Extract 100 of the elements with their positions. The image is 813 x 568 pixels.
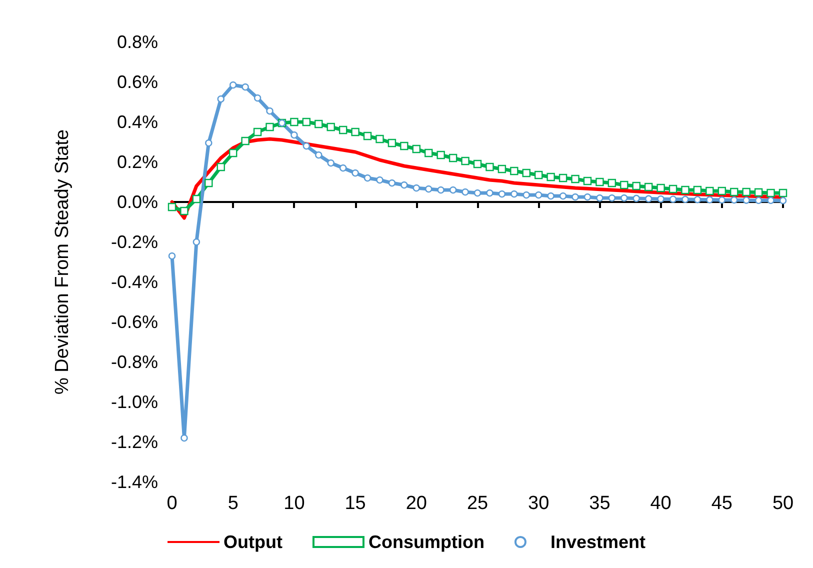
point xyxy=(290,118,298,126)
point xyxy=(376,134,384,144)
y-tick-label: 0.0% xyxy=(116,192,158,212)
x-tick-label: 20 xyxy=(406,493,427,514)
point xyxy=(168,202,176,212)
point xyxy=(180,434,188,442)
point xyxy=(266,122,274,132)
point xyxy=(241,136,250,146)
point xyxy=(767,196,774,204)
x-tick-label: 5 xyxy=(228,493,238,514)
point xyxy=(388,138,396,148)
point xyxy=(718,186,726,196)
point xyxy=(754,188,763,196)
point xyxy=(326,122,335,132)
point xyxy=(230,81,237,89)
point xyxy=(644,182,653,192)
point xyxy=(644,195,652,202)
y-tick-label: -1.0% xyxy=(110,392,158,412)
point xyxy=(522,168,530,178)
point xyxy=(376,176,384,184)
point xyxy=(730,196,738,204)
point xyxy=(486,189,494,197)
point xyxy=(778,188,788,198)
y-tick-label: -0.4% xyxy=(110,272,158,292)
point xyxy=(449,186,457,194)
point xyxy=(694,196,702,204)
point xyxy=(425,185,432,193)
point xyxy=(180,206,188,216)
point xyxy=(364,174,372,182)
point xyxy=(693,186,702,194)
point xyxy=(766,188,775,198)
point xyxy=(656,184,665,192)
point xyxy=(486,162,494,172)
point xyxy=(608,178,616,188)
y-tick-label: -1.2% xyxy=(110,432,158,452)
point xyxy=(608,194,616,202)
x-tick-label: 10 xyxy=(284,493,305,514)
x-tick-label: 40 xyxy=(650,493,672,514)
point xyxy=(510,166,518,176)
y-tick-label: 0.2% xyxy=(116,152,158,172)
point xyxy=(730,188,738,196)
point xyxy=(315,151,322,159)
point xyxy=(546,172,555,182)
point xyxy=(559,192,567,200)
point xyxy=(596,194,604,202)
point xyxy=(400,181,408,189)
point xyxy=(668,184,678,194)
point xyxy=(682,196,689,203)
point xyxy=(338,126,348,134)
point xyxy=(205,139,212,147)
point xyxy=(669,196,677,203)
point xyxy=(596,178,604,186)
point xyxy=(192,194,201,204)
x-tick-label: 30 xyxy=(528,493,550,514)
point xyxy=(558,174,568,182)
point xyxy=(462,188,469,196)
point xyxy=(327,159,334,167)
point xyxy=(461,156,470,166)
point xyxy=(168,252,176,260)
point xyxy=(253,128,262,136)
x-tick-label: 35 xyxy=(589,493,610,514)
y-tick-label: 0.6% xyxy=(116,72,158,92)
point xyxy=(583,176,592,186)
point xyxy=(620,194,628,202)
point xyxy=(302,118,311,126)
point xyxy=(436,150,445,160)
point xyxy=(742,196,750,204)
point xyxy=(351,128,360,136)
point xyxy=(400,142,408,150)
point xyxy=(632,182,640,190)
point xyxy=(352,169,359,177)
y-tick-label: -1.4% xyxy=(110,472,158,492)
point xyxy=(706,196,714,204)
legend-label: Investment xyxy=(550,532,646,552)
point xyxy=(657,195,664,203)
point xyxy=(254,94,262,102)
y-tick-label: 0.8% xyxy=(116,32,158,52)
point xyxy=(339,164,347,172)
point xyxy=(242,83,249,91)
point xyxy=(742,188,750,196)
point xyxy=(363,132,372,140)
x-tick-label: 25 xyxy=(466,493,488,514)
point xyxy=(547,192,554,200)
point xyxy=(216,162,225,172)
point xyxy=(229,148,238,158)
point xyxy=(473,160,482,168)
y-axis-title: % Deviation From Steady State xyxy=(52,129,73,395)
point xyxy=(217,95,224,103)
y-tick-label: 0.4% xyxy=(116,112,158,132)
point xyxy=(632,194,640,202)
point xyxy=(522,191,530,199)
y-tick-label: -0.2% xyxy=(110,232,158,252)
point xyxy=(754,196,762,204)
point xyxy=(718,196,726,204)
point xyxy=(474,189,482,197)
point xyxy=(584,193,592,201)
point xyxy=(314,120,323,128)
x-tick-label: 15 xyxy=(344,493,366,514)
point xyxy=(498,164,506,174)
point xyxy=(290,131,298,139)
